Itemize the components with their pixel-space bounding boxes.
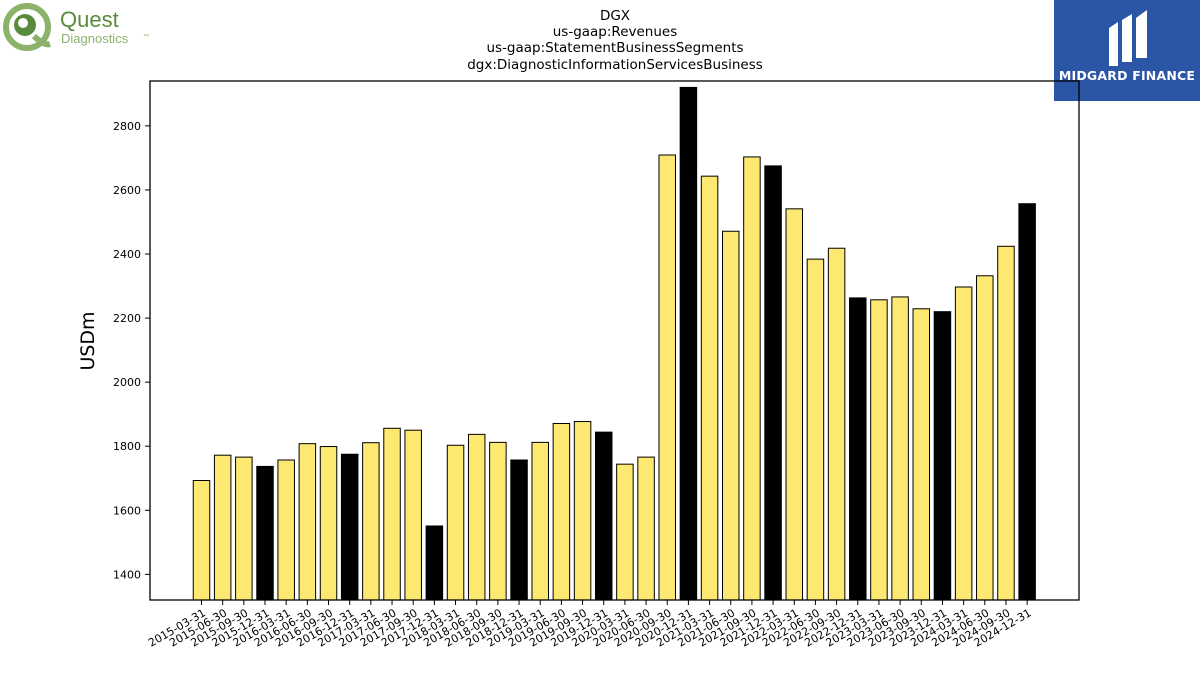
bar-2017-03-31: [362, 442, 380, 601]
bar-2015-12-31: [256, 465, 274, 601]
bar-2021-12-31: [764, 165, 782, 601]
y-tick-label: 1600: [113, 504, 141, 517]
bar-2015-03-31: [192, 480, 211, 601]
bar-2019-09-30: [573, 421, 592, 601]
y-tick-label: 2200: [113, 312, 141, 325]
bar-2023-03-31: [870, 299, 888, 601]
quest-logo-line2: Diagnostics: [61, 31, 129, 46]
bar-2024-12-31: [1018, 203, 1036, 601]
chart-title-line-2: us-gaap:Revenues: [553, 24, 678, 40]
bar-2015-06-30: [213, 454, 232, 601]
y-tick-label: 2600: [113, 184, 141, 197]
quest-logo-trademark: ™: [143, 33, 149, 40]
midgard-logo-text: MIDGARD FINANCE: [1058, 68, 1196, 83]
bar-2024-06-30: [976, 275, 994, 601]
y-axis-label: USDm: [77, 311, 99, 370]
y-tick-label: 2000: [113, 376, 141, 389]
y-tick-label: 2400: [113, 248, 141, 261]
bar-2020-09-30: [658, 154, 676, 601]
bar-2017-09-30: [404, 429, 422, 601]
bar-2023-09-30: [912, 308, 931, 601]
bar-2023-06-30: [891, 296, 909, 601]
midgard-finance-logo: MIDGARD FINANCE: [1054, 0, 1200, 101]
bar-2021-06-30: [722, 230, 740, 601]
bar-2018-12-31: [510, 459, 528, 601]
bar-2016-06-30: [298, 443, 317, 601]
midgard-logo-mark-icon: [1109, 10, 1147, 66]
bar-2022-12-31: [849, 297, 867, 601]
bar-2018-09-30: [489, 441, 507, 601]
quest-diagnostics-logo: Quest Diagnostics ™: [0, 0, 170, 56]
bar-2023-12-31: [933, 311, 952, 601]
quest-logo-mark-icon: [3, 3, 51, 51]
bar-2021-09-30: [743, 156, 761, 601]
bar-2022-03-31: [785, 208, 804, 601]
bar-2021-03-31: [700, 175, 719, 601]
bar-2019-12-31: [594, 431, 613, 601]
bar-2018-06-30: [467, 433, 486, 601]
y-tick-label: 2800: [113, 120, 141, 133]
plot-frame: [149, 80, 1080, 601]
bar-2024-09-30: [997, 245, 1015, 601]
bar-2015-09-30: [235, 456, 253, 601]
bar-2016-09-30: [319, 446, 338, 601]
bar-2024-03-31: [954, 286, 973, 601]
bar-2017-06-30: [383, 427, 401, 601]
y-axis-ticks: 1400 1600 1800 2000 2200 2400 2600 2800: [113, 120, 150, 581]
y-tick-label: 1800: [113, 440, 141, 453]
bar-2016-03-31: [277, 459, 295, 601]
bar-2018-03-31: [446, 444, 465, 601]
x-axis-ticks: 2015-03-312015-06-302015-09-302015-12-31…: [146, 600, 1034, 650]
chart-title-line-3: us-gaap:StatementBusinessSegments: [486, 40, 743, 56]
bar-2017-12-31: [425, 525, 444, 601]
bar-2022-09-30: [827, 247, 846, 601]
bar-2022-06-30: [806, 258, 825, 601]
bar-2016-12-31: [340, 453, 359, 601]
bar-2020-03-31: [616, 463, 634, 601]
y-tick-label: 1400: [113, 568, 141, 581]
bars-group: [192, 86, 1036, 601]
chart-title: DGX us-gaap:Revenues us-gaap:StatementBu…: [467, 8, 763, 73]
chart-title-line-1: DGX: [600, 8, 630, 24]
bar-2019-06-30: [552, 422, 571, 601]
bar-2019-03-31: [531, 441, 549, 601]
bar-2020-06-30: [637, 456, 655, 601]
bar-2020-12-31: [679, 86, 698, 601]
chart-title-line-4: dgx:DiagnosticInformationServicesBusines…: [467, 57, 763, 73]
quest-logo-line1: Quest: [60, 7, 119, 32]
